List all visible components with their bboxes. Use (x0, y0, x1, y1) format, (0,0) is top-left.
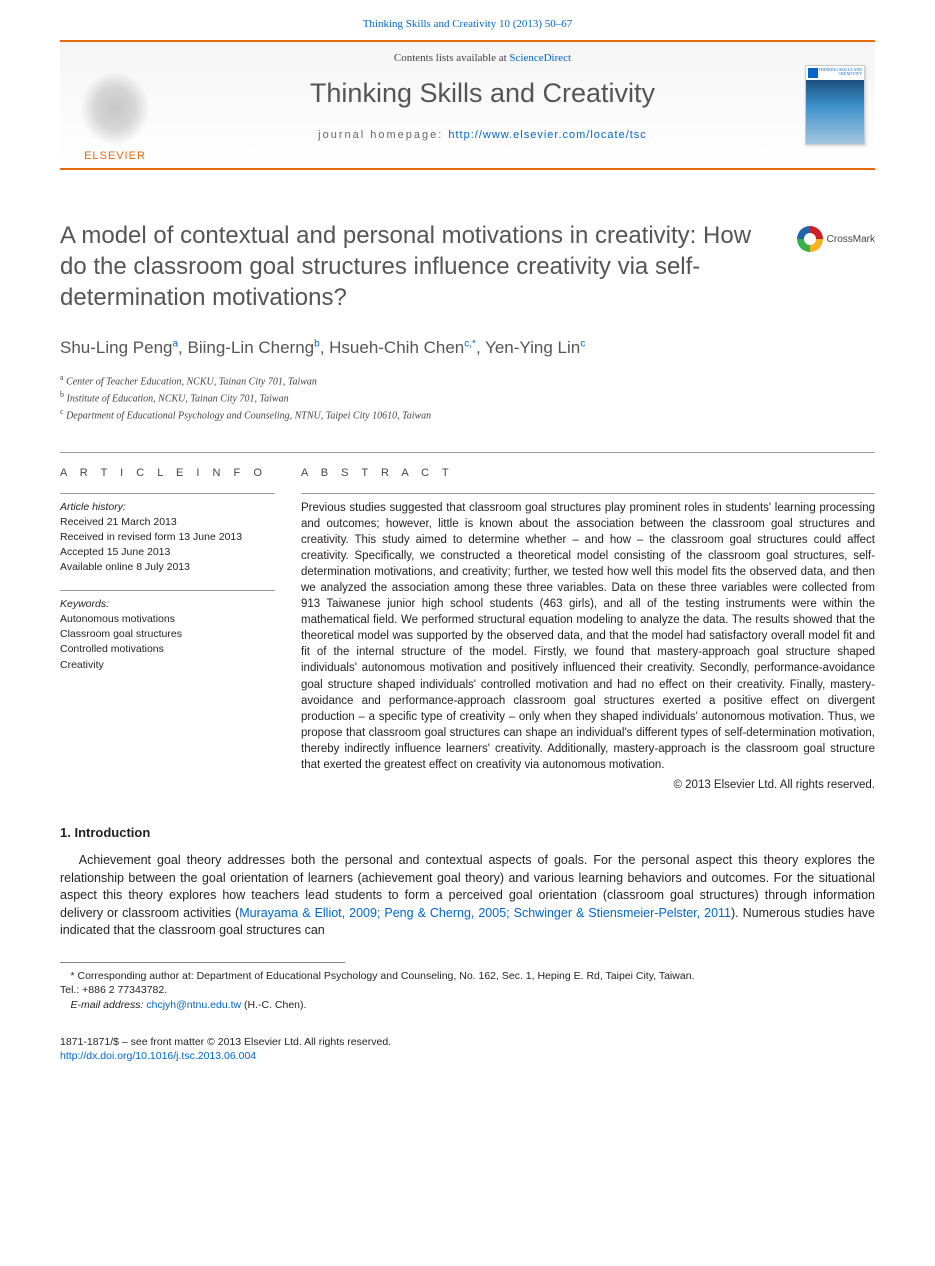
article-info-heading: A R T I C L E I N F O (60, 467, 275, 479)
section-title: Introduction (74, 825, 150, 840)
corr-author-text: * Corresponding author at: Department of… (71, 970, 695, 982)
journal-cover-block: THINKING SKILLS AND CREATIVITY (795, 42, 875, 168)
history-label: Article history: (60, 500, 275, 515)
history-line: Received 21 March 2013 (60, 515, 275, 530)
section-number: 1. (60, 825, 71, 840)
contents-line: Contents lists available at ScienceDirec… (170, 52, 795, 64)
crossmark-label: CrossMark (827, 234, 875, 245)
email-footnote: E-mail address: chcjyh@ntnu.edu.tw (H.-C… (60, 998, 875, 1013)
keywords-block: Keywords:Autonomous motivationsClassroom… (60, 590, 275, 673)
keyword-line: Creativity (60, 658, 275, 673)
issn-line: 1871-1871/$ – see front matter © 2013 El… (60, 1035, 875, 1050)
homepage-link[interactable]: http://www.elsevier.com/locate/tsc (448, 129, 646, 141)
history-line: Available online 8 July 2013 (60, 560, 275, 575)
title-row: A model of contextual and personal motiv… (60, 220, 875, 314)
keyword-line: Classroom goal structures (60, 627, 275, 642)
elsevier-tree-icon (80, 71, 150, 146)
abstract-copyright: © 2013 Elsevier Ltd. All rights reserved… (301, 779, 875, 791)
article-area: A model of contextual and personal motiv… (60, 220, 875, 1013)
history-line: Accepted 15 June 2013 (60, 545, 275, 560)
homepage-line: journal homepage: http://www.elsevier.co… (170, 129, 795, 141)
history-line: Received in revised form 13 June 2013 (60, 530, 275, 545)
email-after: (H.-C. Chen). (241, 999, 306, 1011)
publisher-logo-block: ELSEVIER (60, 42, 170, 168)
tel-footnote: Tel.: +886 2 77343782. (60, 983, 875, 998)
contents-prefix: Contents lists available at (394, 52, 509, 64)
abstract-text: Previous studies suggested that classroo… (301, 493, 875, 774)
bottom-block: 1871-1871/$ – see front matter © 2013 El… (60, 1035, 875, 1064)
affiliation-line: b Institute of Education, NCKU, Tainan C… (60, 389, 875, 406)
keyword-line: Autonomous motivations (60, 612, 275, 627)
intro-citation-link[interactable]: Murayama & Elliot, 2009; Peng & Cherng, … (239, 906, 731, 920)
email-label: E-mail address: (71, 999, 147, 1011)
corresponding-author-footnote: * Corresponding author at: Department of… (60, 969, 875, 984)
footnote-separator (60, 962, 345, 963)
doi-link[interactable]: http://dx.doi.org/10.1016/j.tsc.2013.06.… (60, 1050, 256, 1062)
intro-paragraph: Achievement goal theory addresses both t… (60, 852, 875, 940)
homepage-prefix: journal homepage: (318, 129, 448, 141)
journal-cover-text: THINKING SKILLS AND CREATIVITY (806, 68, 862, 77)
article-title: A model of contextual and personal motiv… (60, 220, 777, 314)
journal-banner: ELSEVIER Contents lists available at Sci… (60, 40, 875, 170)
abstract-heading: A B S T R A C T (301, 467, 875, 479)
keywords-label: Keywords: (60, 597, 275, 612)
email-link[interactable]: chcjyh@ntnu.edu.tw (146, 999, 241, 1011)
article-info-column: A R T I C L E I N F O Article history:Re… (60, 467, 275, 792)
affiliation-line: c Department of Educational Psychology a… (60, 406, 875, 423)
affiliations: a Center of Teacher Education, NCKU, Tai… (60, 372, 875, 424)
journal-name: Thinking Skills and Creativity (170, 78, 795, 109)
info-abstract-row: A R T I C L E I N F O Article history:Re… (60, 452, 875, 792)
banner-center: Contents lists available at ScienceDirec… (170, 42, 795, 168)
citation-header: Thinking Skills and Creativity 10 (2013)… (0, 0, 935, 40)
article-history-block: Article history:Received 21 March 2013Re… (60, 493, 275, 576)
section-heading: 1. Introduction (60, 825, 875, 840)
keyword-line: Controlled motivations (60, 642, 275, 657)
sciencedirect-link[interactable]: ScienceDirect (509, 52, 571, 64)
abstract-column: A B S T R A C T Previous studies suggest… (301, 467, 875, 792)
crossmark-icon (797, 226, 823, 252)
elsevier-label: ELSEVIER (84, 150, 146, 162)
affiliation-line: a Center of Teacher Education, NCKU, Tai… (60, 372, 875, 389)
crossmark-badge[interactable]: CrossMark (797, 226, 875, 252)
journal-cover-icon: THINKING SKILLS AND CREATIVITY (805, 65, 865, 145)
authors-line: Shu-Ling Penga, Biing-Lin Cherngb, Hsueh… (60, 338, 875, 358)
citation-link[interactable]: Thinking Skills and Creativity 10 (2013)… (363, 18, 573, 30)
